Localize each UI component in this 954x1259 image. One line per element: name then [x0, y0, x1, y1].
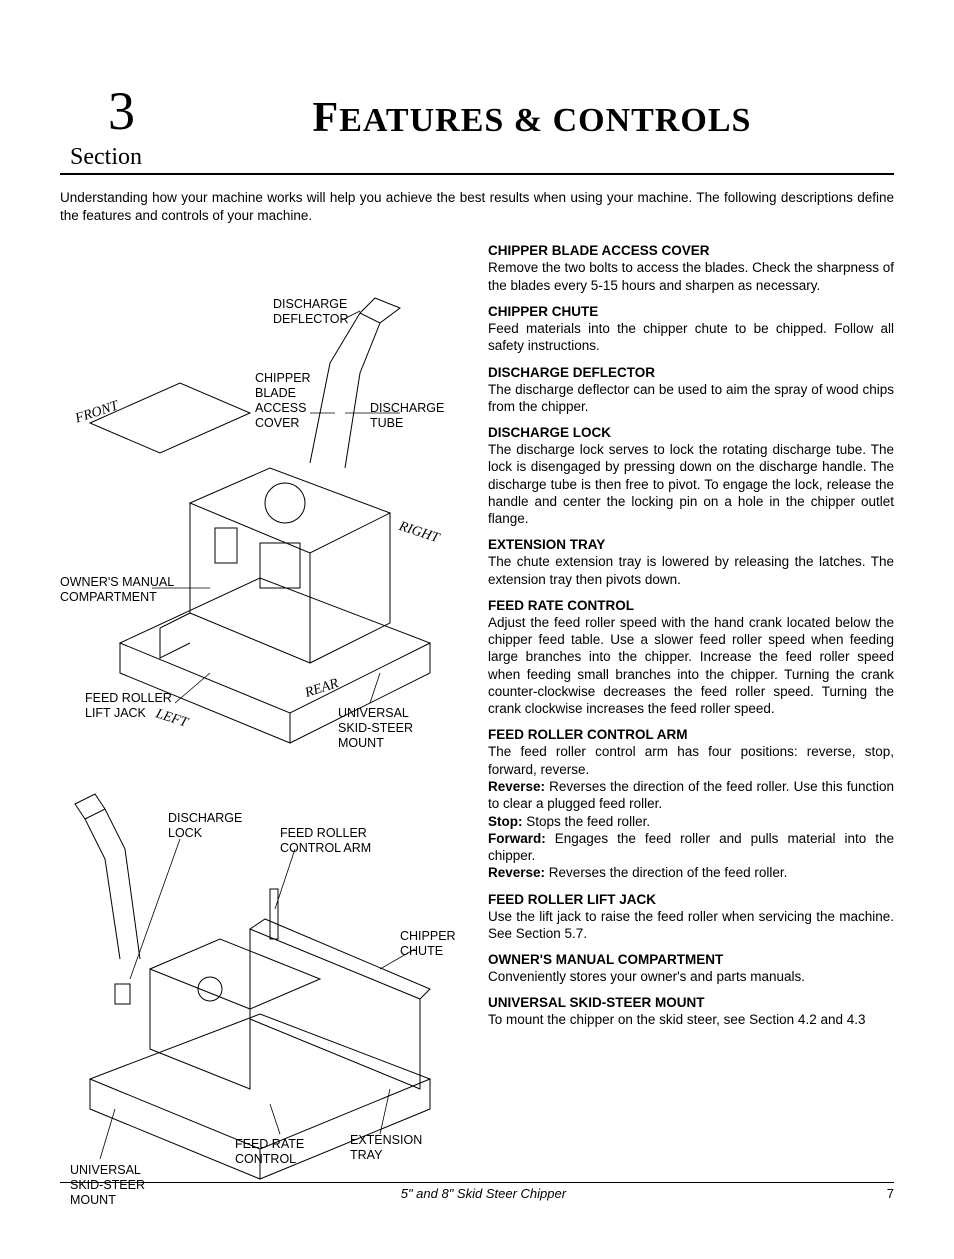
feature-heading: DISCHARGE LOCK: [488, 425, 894, 440]
intro-paragraph: Understanding how your machine works wil…: [60, 189, 894, 225]
feature-body: Use the lift jack to raise the feed roll…: [488, 908, 894, 943]
feature-body: The feed roller control arm has four pos…: [488, 743, 894, 778]
label-feed-roller-control-arm: FEED ROLLER CONTROL ARM: [280, 826, 371, 856]
feature-body: The discharge deflector can be used to a…: [488, 381, 894, 416]
footer-spacer: [60, 1186, 80, 1201]
header-rule: [60, 173, 894, 175]
section-label: Section: [70, 144, 894, 171]
page-title: FEATURES & CONTROLS: [60, 80, 894, 142]
feature-heading: CHIPPER CHUTE: [488, 304, 894, 319]
feature-body: The chute extension tray is lowered by r…: [488, 553, 894, 588]
features-column: CHIPPER BLADE ACCESS COVERRemove the two…: [488, 243, 894, 1219]
feature-heading: UNIVERSAL SKID-STEER MOUNT: [488, 995, 894, 1010]
section-header: 3 FEATURES & CONTROLS: [60, 80, 894, 142]
label-chipper-chute: CHIPPER CHUTE: [400, 929, 456, 959]
feature-heading: FEED RATE CONTROL: [488, 598, 894, 613]
diagram-1: DISCHARGE DEFLECTOR CHIPPER BLADE ACCESS…: [60, 243, 460, 773]
feature-body: Stop: Stops the feed roller.: [488, 813, 894, 830]
feature-heading: FEED ROLLER CONTROL ARM: [488, 727, 894, 742]
diagrams-column: DISCHARGE DEFLECTOR CHIPPER BLADE ACCESS…: [60, 243, 460, 1219]
feature-heading: DISCHARGE DEFLECTOR: [488, 365, 894, 380]
feature-body: Reverse: Reverses the direction of the f…: [488, 778, 894, 813]
label-discharge-tube: DISCHARGE TUBE: [370, 401, 444, 431]
title-first-letter: F: [313, 95, 340, 141]
label-discharge-lock: DISCHARGE LOCK: [168, 811, 242, 841]
diagram-2: DISCHARGE LOCK FEED ROLLER CONTROL ARM C…: [60, 789, 460, 1219]
feature-body: Forward: Engages the feed roller and pul…: [488, 830, 894, 865]
label-chipper-blade-access-cover: CHIPPER BLADE ACCESS COVER: [255, 371, 311, 431]
two-column-layout: DISCHARGE DEFLECTOR CHIPPER BLADE ACCESS…: [60, 243, 894, 1219]
feature-body: To mount the chipper on the skid steer, …: [488, 1011, 894, 1028]
feature-body: Remove the two bolts to access the blade…: [488, 259, 894, 294]
feature-body: The discharge lock serves to lock the ro…: [488, 441, 894, 527]
feature-heading: EXTENSION TRAY: [488, 537, 894, 552]
page-content: 3 FEATURES & CONTROLS Section Understand…: [0, 0, 954, 1259]
footer-title: 5" and 8" Skid Steer Chipper: [401, 1186, 566, 1201]
label-feed-rate-control: FEED RATE CONTROL: [235, 1137, 304, 1167]
title-rest: EATURES & CONTROLS: [339, 102, 751, 139]
page-footer: 5" and 8" Skid Steer Chipper 7: [60, 1182, 894, 1201]
section-number: 3: [108, 80, 135, 142]
feature-body: Adjust the feed roller speed with the ha…: [488, 614, 894, 718]
page-number: 7: [887, 1186, 894, 1201]
feature-heading: OWNER'S MANUAL COMPARTMENT: [488, 952, 894, 967]
feature-heading: FEED ROLLER LIFT JACK: [488, 892, 894, 907]
label-discharge-deflector: DISCHARGE DEFLECTOR: [273, 297, 348, 327]
feature-heading: CHIPPER BLADE ACCESS COVER: [488, 243, 894, 258]
label-extension-tray: EXTENSION TRAY: [350, 1133, 422, 1163]
label-universal-skid-steer-mount-1: UNIVERSAL SKID-STEER MOUNT: [338, 706, 413, 751]
label-owners-manual-compartment: OWNER'S MANUAL COMPARTMENT: [60, 575, 174, 605]
feature-body: Feed materials into the chipper chute to…: [488, 320, 894, 355]
feature-body: Conveniently stores your owner's and par…: [488, 968, 894, 985]
feature-body: Reverse: Reverses the direction of the f…: [488, 864, 894, 881]
